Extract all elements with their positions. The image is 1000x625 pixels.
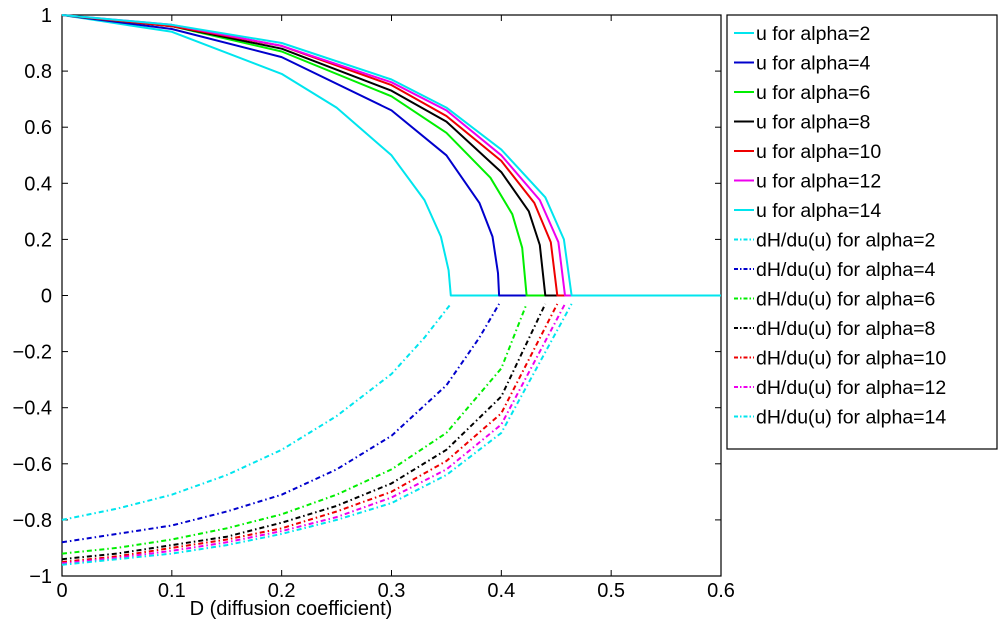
y-tick-label: −0.6 (13, 454, 52, 476)
legend-entry-label: u for alpha=4 (756, 53, 871, 75)
series-line-10 (61, 303, 547, 561)
legend: u for alpha=2 u for alpha=4 u for alpha=6 u… (726, 14, 998, 450)
series-line-11 (61, 303, 559, 563)
legend-entry-label: u for alpha=2 (756, 23, 870, 45)
x-tick-label: 0.4 (487, 580, 515, 602)
series-line-13 (61, 303, 573, 566)
y-tick-label: −0.8 (13, 510, 52, 532)
legend-entry-label: u for alpha=10 (756, 141, 881, 163)
y-tick-label: 0.4 (24, 173, 52, 195)
legend-entry-label: u for alpha=6 (756, 82, 870, 104)
series-line-8 (61, 303, 500, 544)
legend-box (726, 14, 998, 450)
x-tick-label: 0.1 (158, 580, 186, 602)
y-tick-label: −0.2 (13, 342, 52, 364)
series-line-0 (61, 14, 721, 297)
axis-ticks: 0 0.1 0.2 0.3 0.4 0.5 0.6 −1 −0.8 −0.6 −0.4 −0.2 0 0.… (13, 5, 735, 602)
y-tick-label: −0.4 (13, 398, 52, 420)
x-tick-label: 0.6 (707, 580, 735, 602)
legend-entry-label: u for alpha=14 (756, 200, 881, 222)
legend-entry-label: dH/du(u) for alpha=6 (756, 289, 935, 311)
y-tick-label: 0.8 (24, 61, 52, 83)
y-tick-label: −1 (29, 566, 52, 588)
x-tick-label: 0 (56, 580, 67, 602)
legend-entry-label: u for alpha=12 (756, 171, 881, 193)
legend-entry-label: dH/du(u) for alpha=2 (756, 230, 935, 252)
x-tick-label: 0.5 (597, 580, 625, 602)
y-tick-label: 1 (41, 5, 52, 27)
legend-entry-label: dH/du(u) for alpha=10 (756, 348, 946, 370)
legend-entry-label: dH/du(u) for alpha=14 (756, 407, 946, 429)
legend-entry-label: dH/du(u) for alpha=4 (756, 259, 936, 281)
series-line-6 (61, 14, 721, 297)
series-line-2 (61, 14, 721, 297)
legend-entry-label: dH/du(u) for alpha=12 (756, 377, 946, 399)
series-lines (61, 14, 721, 566)
series-line-12 (61, 303, 566, 565)
x-axis-label: D (diffusion coefficient) (190, 598, 393, 620)
y-tick-label: 0 (41, 286, 52, 308)
x-tick-label: 0.2 (268, 580, 296, 602)
y-tick-label: 0.6 (24, 117, 52, 139)
legend-entry-label: dH/du(u) for alpha=8 (756, 318, 935, 340)
series-line-1 (61, 14, 721, 297)
series-line-5 (61, 14, 721, 297)
y-tick-label: 0.2 (24, 229, 52, 251)
series-line-9 (61, 303, 528, 555)
series-line-3 (61, 14, 721, 297)
x-tick-label: 0.3 (378, 580, 406, 602)
legend-entry-label: u for alpha=8 (756, 112, 870, 134)
